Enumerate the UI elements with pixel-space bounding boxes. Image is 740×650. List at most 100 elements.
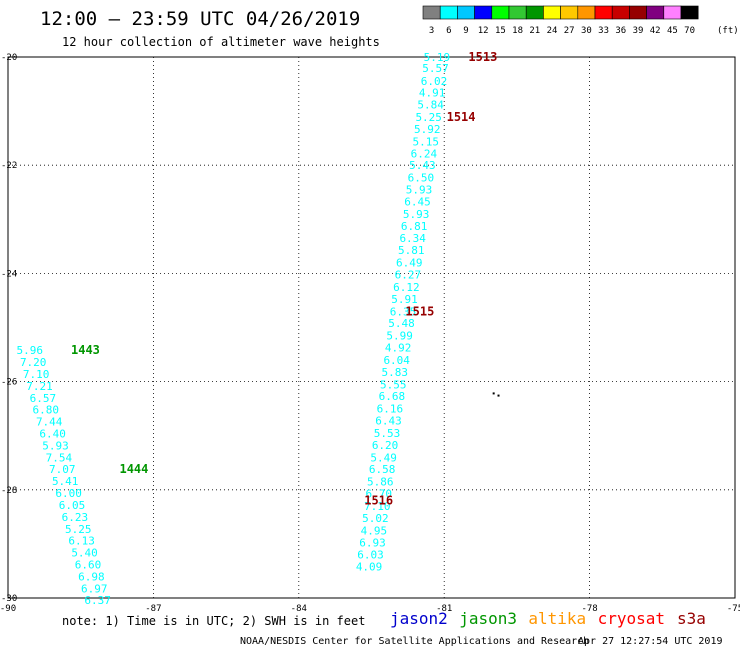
x-tick-label: -81: [436, 604, 452, 614]
data-point-label: 6.50: [408, 172, 435, 185]
data-point-label: 5.48: [388, 317, 415, 330]
data-point-label: 6.58: [369, 463, 396, 476]
data-point-label: 6.16: [377, 403, 404, 416]
data-point-label: 5.99: [386, 330, 413, 343]
data-point-label: 7.07: [49, 463, 76, 476]
legend-entry: s3a: [677, 609, 706, 628]
time-label: 1516: [364, 494, 393, 508]
data-point-label: 5.93: [406, 184, 433, 197]
time-label: 1515: [405, 304, 434, 318]
data-point-label: 5.57: [422, 62, 449, 75]
colorbar-swatch: [611, 5, 630, 20]
colorbar-tick-label: 30: [581, 26, 592, 36]
data-point-label: 5.15: [413, 135, 440, 148]
colorbar-swatch: [457, 5, 475, 20]
data-point-label: 7.54: [46, 451, 73, 464]
data-point-label: 5.25: [415, 111, 442, 124]
data-point-label: 5.92: [414, 123, 441, 136]
data-point-label: 7.10: [23, 368, 50, 381]
data-point-label: 6.81: [401, 220, 428, 233]
colorbar-tick-label: 33: [598, 26, 609, 36]
data-mark: [492, 392, 495, 395]
colorbar-swatch: [560, 5, 579, 20]
data-point-label: 6.93: [359, 536, 386, 549]
data-point-label: 6.00: [55, 487, 82, 500]
legend-entry: jason2: [390, 609, 448, 628]
colorbar-tick-label: 45: [667, 26, 678, 36]
footer-timestamp: Apr 27 12:27:54 UTC 2019: [578, 636, 723, 647]
time-label: 1514: [447, 110, 476, 124]
colorbar-tick-label: 21: [529, 26, 540, 36]
legend-entry: altika: [528, 609, 586, 628]
colorbar-swatch: [594, 5, 613, 20]
data-mark: [497, 394, 500, 397]
data-point-label: 5.91: [391, 293, 418, 306]
y-tick-label: -22: [1, 161, 17, 171]
data-point-label: 5.84: [417, 99, 444, 112]
colorbar-swatch: [525, 5, 544, 20]
colorbar-tick-label: 39: [633, 26, 644, 36]
y-tick-label: -26: [1, 378, 17, 388]
data-point-label: 7.10: [364, 500, 391, 513]
data-point-label: 6.49: [396, 257, 423, 270]
data-point-label: 6.80: [33, 404, 60, 417]
data-point-label: 5.96: [17, 344, 44, 357]
data-point-label: 6.43: [375, 415, 402, 428]
time-label: 1513: [468, 50, 497, 64]
colorbar-unit: (ft): [717, 26, 739, 36]
data-point-label: 6.12: [393, 281, 420, 294]
data-point-label: 5.83: [382, 366, 409, 379]
colorbar-tick-label: 9: [463, 26, 468, 36]
x-tick-label: -75: [727, 604, 740, 614]
colorbar-swatch: [491, 5, 510, 20]
data-point-label: 6.35: [390, 305, 417, 318]
y-tick-label: -30: [1, 594, 17, 604]
footer-note: note: 1) Time is in UTC; 2) SWH is in fe…: [62, 614, 365, 628]
data-point-label: 4.92: [385, 342, 412, 355]
x-tick-label: -90: [0, 604, 16, 614]
colorbar-swatch: [474, 5, 493, 20]
colorbar-tick-label: 3: [429, 26, 434, 36]
colorbar-tick-label: 12: [478, 26, 489, 36]
colorbar-tick-label: 6: [446, 26, 451, 36]
data-point-label: 6.23: [62, 511, 89, 524]
data-point-label: 6.98: [78, 570, 105, 583]
colorbar-tick-label: 70: [684, 26, 695, 36]
data-point-label: 6.24: [411, 147, 438, 160]
colorbar-swatch: [680, 5, 699, 20]
data-point-label: 5.19: [424, 51, 451, 64]
y-tick-label: -24: [1, 269, 17, 279]
x-tick-label: -87: [145, 604, 161, 614]
data-point-label: 5.43: [409, 159, 436, 172]
data-point-label: 6.03: [357, 549, 384, 562]
data-point-label: 6.34: [399, 232, 426, 245]
y-tick-label: -28: [1, 486, 17, 496]
data-point-label: 7.20: [20, 356, 47, 369]
colorbar-swatch: [543, 5, 561, 20]
colorbar-swatch: [663, 5, 682, 20]
x-tick-label: -84: [291, 604, 307, 614]
data-point-label: 4.91: [419, 87, 446, 100]
data-point-label: 5.41: [52, 475, 79, 488]
page-subtitle: 12 hour collection of altimeter wave hei…: [62, 35, 380, 49]
colorbar-swatch: [508, 5, 527, 20]
data-point-label: 5.49: [370, 451, 397, 464]
data-point-label: 6.20: [372, 439, 399, 452]
data-point-label: 4.95: [361, 524, 388, 537]
data-point-label: 6.97: [81, 582, 108, 595]
data-point-label: 6.04: [383, 354, 410, 367]
colorbar-tick-label: 24: [547, 26, 558, 36]
plot-frame: [7, 56, 736, 599]
colorbar-swatch: [422, 5, 441, 20]
footer-credit: NOAA/NESDIS Center for Satellite Applica…: [240, 636, 589, 647]
colorbar-swatch: [439, 5, 458, 20]
data-point-label: 6.40: [39, 428, 66, 441]
data-point-label: 6.45: [404, 195, 431, 208]
legend-entry: cryosat: [598, 609, 665, 628]
data-point-label: 5.25: [65, 523, 92, 536]
time-label: 1443: [71, 343, 100, 357]
data-point-label: 6.13: [68, 535, 95, 548]
data-point-label: 6.27: [395, 268, 422, 281]
data-point-label: 6.02: [421, 75, 448, 88]
